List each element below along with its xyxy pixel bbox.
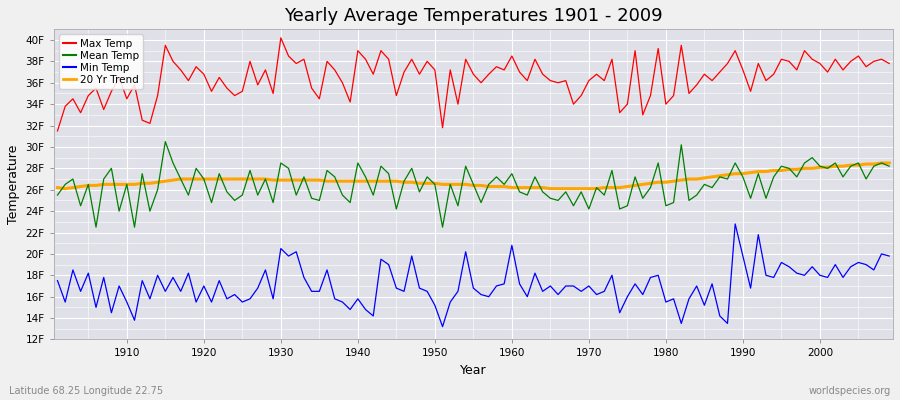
Legend: Max Temp, Mean Temp, Min Temp, 20 Yr Trend: Max Temp, Mean Temp, Min Temp, 20 Yr Tre… — [58, 34, 143, 89]
Title: Yearly Average Temperatures 1901 - 2009: Yearly Average Temperatures 1901 - 2009 — [284, 7, 662, 25]
Text: worldspecies.org: worldspecies.org — [809, 386, 891, 396]
Y-axis label: Temperature: Temperature — [7, 145, 20, 224]
X-axis label: Year: Year — [460, 364, 487, 377]
Text: Latitude 68.25 Longitude 22.75: Latitude 68.25 Longitude 22.75 — [9, 386, 163, 396]
